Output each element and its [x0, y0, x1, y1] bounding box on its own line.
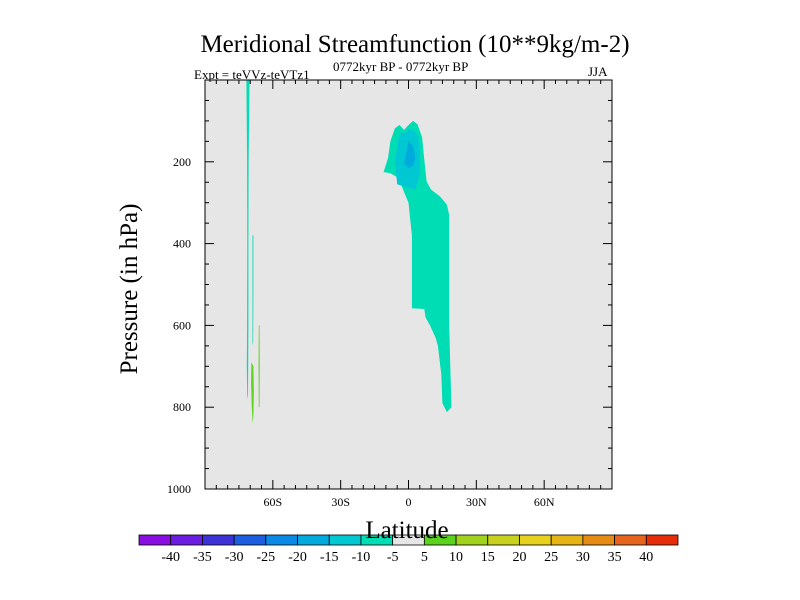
- colorbar-swatch: [170, 534, 203, 546]
- x-tick-label: 60S: [263, 495, 282, 509]
- colorbar-swatch: [582, 534, 615, 546]
- colorbar-label: -40: [161, 550, 180, 565]
- colorbar-label: 35: [608, 550, 622, 565]
- colorbar-swatch: [487, 534, 520, 546]
- colorbar-label: 5: [421, 550, 428, 565]
- colorbar-swatch: [519, 534, 552, 546]
- colorbar-swatch: [455, 534, 489, 546]
- colorbar-swatch: [614, 534, 647, 546]
- contour-regions: [246, 80, 452, 424]
- colorbar-label: 20: [512, 550, 526, 565]
- colorbar-label: -25: [256, 550, 275, 565]
- colorbar-label: -35: [193, 550, 212, 565]
- contour-region-southern-hemisphere-cell: [383, 120, 452, 413]
- contour-region-polar-strip-small: [252, 235, 254, 346]
- y-axis-title: Pressure (in hPa): [116, 203, 143, 375]
- contour-region-polar-strip-main: [246, 80, 250, 399]
- contour-region-cell-core-inner: [404, 141, 416, 168]
- contour-region-polar-strip-positive-2: [258, 325, 260, 408]
- y-tick-label: 200: [173, 155, 191, 169]
- y-tick-label: 1000: [167, 482, 191, 496]
- colorbar-swatch: [550, 534, 584, 546]
- colorbar-label: 40: [639, 550, 653, 565]
- y-tick-label: 800: [173, 400, 191, 414]
- x-tick-label: 60N: [534, 495, 555, 509]
- colorbar-swatch: [265, 534, 298, 546]
- colorbar-swatch: [328, 534, 362, 546]
- axis-ticks: 60S 30S 0 30N 60N 200 400 600 800 1000: [167, 80, 612, 509]
- chart-title: Meridional Streamfunction (10**9kg/m-2): [200, 31, 630, 58]
- colorbar-label: -20: [288, 550, 307, 565]
- contour-region-polar-strip-positive-1: [251, 362, 254, 424]
- colorbar-label: 30: [576, 550, 590, 565]
- colorbar-label: -5: [387, 550, 399, 565]
- colorbar-label: 10: [449, 550, 463, 565]
- x-tick-label: 30S: [331, 495, 350, 509]
- colorbar-swatch: [233, 534, 267, 546]
- colorbar-label: -15: [320, 550, 339, 565]
- colorbar-label: -10: [352, 550, 371, 565]
- experiment-label: Expt = teVVz-teVTz1: [194, 67, 310, 82]
- y-tick-label: 600: [173, 318, 191, 332]
- colorbar-label: 15: [481, 550, 495, 565]
- colorbar-swatch: [202, 534, 235, 546]
- y-tick-label: 400: [173, 237, 191, 251]
- colorbar-swatch: [138, 534, 172, 546]
- colorbar-swatch: [297, 534, 330, 546]
- colorbar: -40 -35 -30 -25 -20 -15 -10 -5 5 10 15 20 25 30 35 40: [138, 534, 679, 565]
- colorbar-label: -30: [225, 550, 244, 565]
- colorbar-swatch: [645, 534, 679, 546]
- x-tick-label: 30N: [466, 495, 487, 509]
- season-label: JJA: [588, 64, 608, 79]
- colorbar-label: 25: [544, 550, 558, 565]
- x-tick-label: 0: [406, 495, 412, 509]
- x-axis-title: Latitude: [365, 517, 449, 544]
- period-label: 0772kyr BP - 0772kyr BP: [333, 59, 469, 74]
